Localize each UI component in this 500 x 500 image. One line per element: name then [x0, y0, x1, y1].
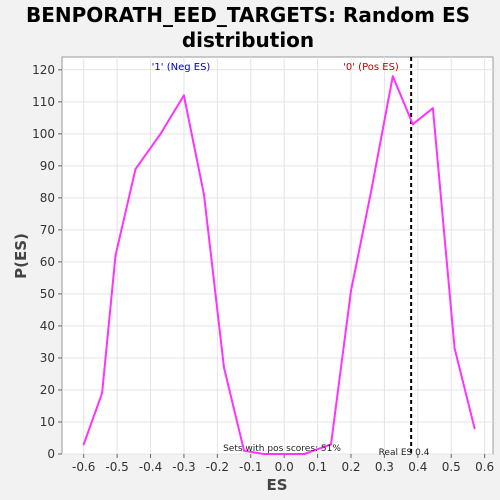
data-point [303, 453, 306, 455]
data-point [391, 75, 394, 78]
neg-es-label: '1' (Neg ES) [152, 62, 211, 73]
x-tick-label: -0.2 [206, 460, 229, 474]
data-point [114, 254, 117, 257]
data-point [134, 168, 137, 171]
data-point [159, 132, 162, 135]
y-tick-label: 30 [40, 351, 55, 365]
y-tick-label: 50 [40, 287, 55, 301]
y-tick-label: 120 [32, 63, 55, 77]
x-tick-label: 0.5 [442, 460, 461, 474]
y-tick-label: 70 [40, 223, 55, 237]
data-point [182, 94, 185, 97]
data-point [329, 443, 332, 446]
y-tick-label: 40 [40, 319, 55, 333]
pos-es-label: '0' (Pos ES) [343, 62, 399, 73]
x-tick-label: -0.1 [239, 460, 262, 474]
x-tick-label: -0.3 [172, 460, 195, 474]
y-tick-label: 90 [40, 159, 55, 173]
y-tick-label: 10 [40, 415, 55, 429]
x-tick-label: 0.0 [275, 460, 294, 474]
x-tick-label: -0.6 [72, 460, 95, 474]
data-point [101, 392, 104, 395]
data-point [283, 453, 286, 455]
y-tick-label: 60 [40, 255, 55, 269]
chart-title-line-2: distribution [182, 28, 314, 52]
x-tick-label: 0.1 [308, 460, 327, 474]
y-tick-label: 110 [32, 95, 55, 109]
data-point [370, 190, 373, 193]
data-point [431, 107, 434, 110]
data-point [82, 443, 85, 446]
data-point [350, 289, 353, 292]
y-tick-label: 100 [32, 127, 55, 141]
data-point [263, 453, 266, 455]
x-tick-label: 0.2 [341, 460, 360, 474]
x-tick-label: 0.4 [408, 460, 427, 474]
y-tick-label: 80 [40, 191, 55, 205]
series-line [82, 75, 476, 455]
y-axis-ticks: 0 10 20 30 40 50 60 70 80 90 100 110 120 [32, 63, 62, 461]
plot-area [61, 56, 494, 455]
y-axis-label: P(ES) [12, 233, 30, 279]
data-point [453, 347, 456, 350]
x-tick-label: 0.6 [475, 460, 494, 474]
grid [62, 57, 493, 455]
data-point [202, 193, 205, 196]
x-axis-label: ES [266, 476, 287, 494]
real-es-label: Real ES 0.4 [379, 448, 430, 458]
x-tick-label: -0.5 [105, 460, 128, 474]
y-tick-label: 20 [40, 383, 55, 397]
data-point [223, 366, 226, 369]
x-axis-ticks: -0.6 -0.5 -0.4 -0.3 -0.2 -0.1 0.0 0.1 0.2 0.3 0.4 0… [72, 454, 494, 474]
x-tick-label: 0.3 [375, 460, 394, 474]
data-point [473, 427, 476, 430]
x-tick-label: -0.4 [139, 460, 162, 474]
series [82, 75, 476, 455]
y-tick-label: 0 [47, 447, 55, 461]
sets-pos-scores-label: Sets with pos scores: 51% [223, 444, 341, 454]
chart-title-line-1: BENPORATH_EED_TARGETS: Random ES [26, 3, 470, 27]
data-point [243, 449, 246, 452]
data-point [411, 123, 414, 126]
